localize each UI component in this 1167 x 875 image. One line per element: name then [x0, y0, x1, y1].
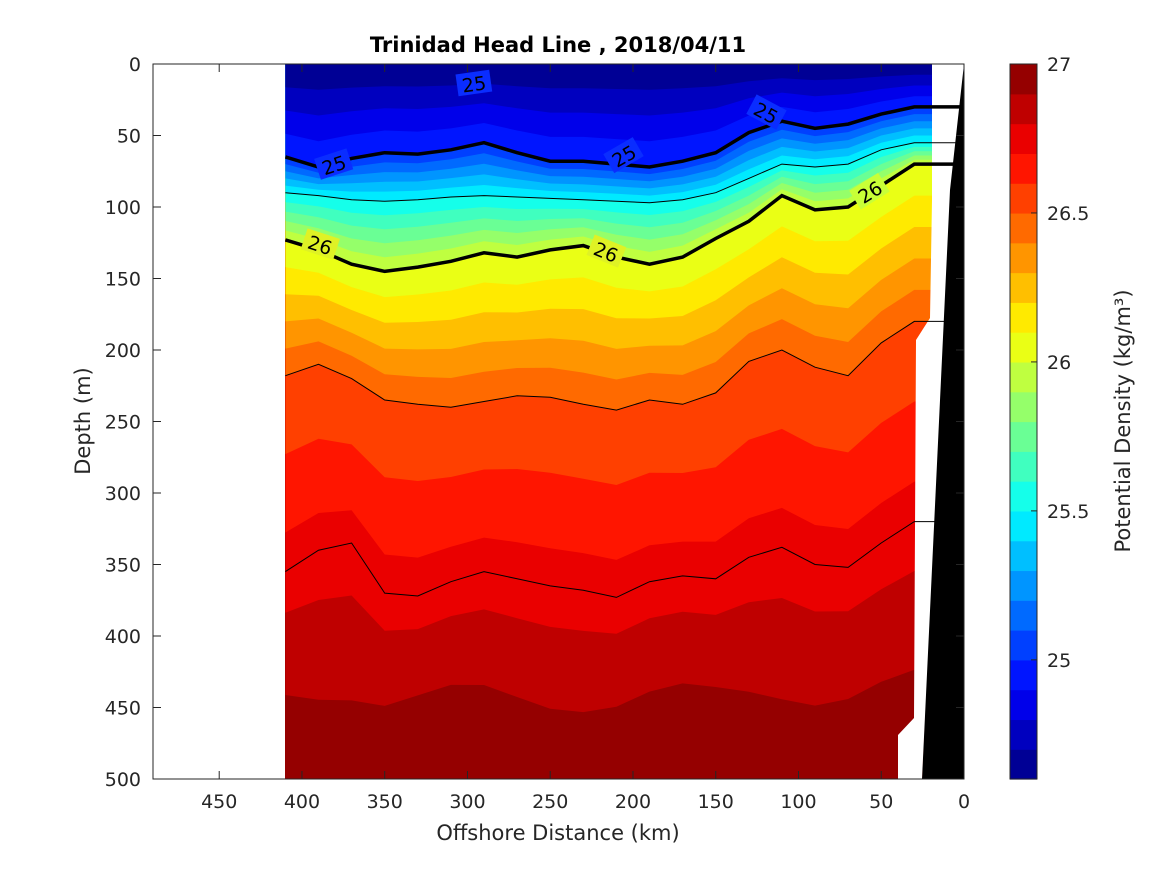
y-tick-label: 250: [105, 412, 141, 434]
isopycnal-line: [285, 320, 964, 411]
colorbar-swatch: [1010, 451, 1037, 482]
x-axis-ticks: 450 400 350 300 250 200 150 100 50 0: [201, 64, 970, 813]
x-tick-label: 100: [780, 791, 816, 813]
chart-title: Trinidad Head Line , 2018/04/11: [370, 33, 746, 57]
colorbar-ticks: 27 26.5 26 25.5 25: [1031, 54, 1089, 672]
colorbar-swatch: [1010, 719, 1037, 750]
colorbar-swatch: [1010, 212, 1037, 244]
colorbar-swatch: [1010, 361, 1037, 393]
colorbar-swatch: [1010, 64, 1037, 95]
density-band: [285, 64, 964, 90]
y-axis-ticks: 0 50 100 150 200 250 300 350 400 450 500: [105, 54, 964, 791]
y-tick-label: 450: [105, 698, 141, 720]
colorbar-swatch: [1010, 183, 1037, 214]
y-tick-label: 0: [129, 54, 141, 76]
x-tick-label: 0: [958, 791, 970, 813]
colorbar-swatch: [1010, 749, 1037, 780]
colorbar-swatch: [1010, 510, 1037, 542]
contour-label: 25: [461, 72, 488, 97]
density-bands: [285, 64, 964, 779]
seafloor-mask: [898, 64, 964, 779]
x-tick-label: 400: [284, 791, 320, 813]
x-tick-label: 50: [869, 791, 893, 813]
y-tick-label: 400: [105, 626, 141, 648]
colorbar-swatch: [1010, 689, 1037, 721]
colorbar-swatch: [1010, 302, 1037, 333]
y-tick-label: 300: [105, 483, 141, 505]
x-tick-label: 250: [532, 791, 568, 813]
x-tick-label: 450: [201, 791, 237, 813]
colorbar: [1010, 64, 1037, 780]
x-tick-label: 150: [698, 791, 734, 813]
y-tick-label: 50: [117, 126, 141, 148]
colorbar-swatch: [1010, 659, 1037, 691]
isopycnal-line: [285, 142, 964, 204]
colorbar-swatch: [1010, 332, 1037, 363]
colorbar-swatch: [1010, 630, 1037, 661]
y-tick-label: 350: [105, 555, 141, 577]
colorbar-tick-label: 27: [1047, 54, 1071, 76]
colorbar-swatch: [1010, 570, 1037, 601]
x-tick-label: 350: [367, 791, 403, 813]
x-tick-label: 200: [615, 791, 651, 813]
colorbar-swatch: [1010, 242, 1037, 274]
colorbar-swatch: [1010, 600, 1037, 631]
colorbar-swatch: [1010, 481, 1037, 512]
colorbar-tick-label: 26: [1047, 352, 1071, 374]
y-tick-label: 200: [105, 340, 141, 362]
nodata-gap: [898, 64, 964, 779]
y-tick-label: 100: [105, 197, 141, 219]
colorbar-swatch: [1010, 123, 1037, 154]
x-tick-label: 300: [449, 791, 485, 813]
colorbar-tick-label: 25.5: [1047, 501, 1089, 523]
colorbar-swatch: [1010, 540, 1037, 572]
colorbar-label: Potential Density (kg/m³): [1111, 289, 1135, 552]
y-tick-label: 500: [105, 769, 141, 791]
isopycnal-line: [285, 521, 964, 598]
colorbar-tick-label: 26.5: [1047, 203, 1089, 225]
seafloor-fill: [922, 64, 964, 779]
colorbar-tick-label: 25: [1047, 650, 1071, 672]
colorbar-box: [1009, 63, 1038, 780]
colorbar-swatch: [1010, 421, 1037, 452]
colorbar-swatch: [1010, 272, 1037, 303]
y-axis-label: Depth (m): [71, 367, 95, 474]
x-axis-label: Offshore Distance (km): [436, 821, 679, 845]
colorbar-swatch: [1010, 391, 1037, 423]
contour-labels: 25 25 25 25 26 26 26: [300, 69, 890, 268]
y-tick-label: 150: [105, 269, 141, 291]
colorbar-swatch: [1010, 153, 1037, 184]
colorbar-swatch: [1010, 93, 1037, 125]
